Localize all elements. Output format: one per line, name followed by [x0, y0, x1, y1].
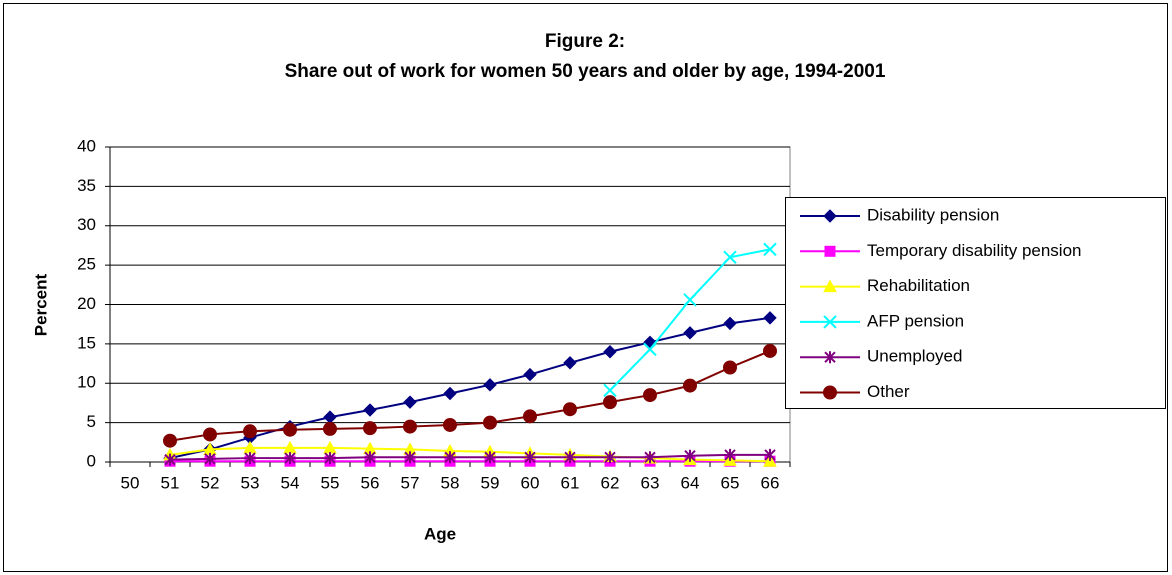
data-point [604, 451, 616, 464]
data-point [363, 421, 377, 436]
legend-marker [823, 385, 837, 400]
legend-marker [824, 245, 836, 257]
data-point [643, 388, 657, 403]
data-point [763, 343, 777, 358]
data-point [364, 451, 376, 464]
legend-label: Unemployed [867, 347, 962, 366]
data-point [723, 316, 737, 331]
data-point [683, 326, 697, 340]
data-point [404, 451, 416, 464]
data-point [483, 378, 497, 392]
data-point [283, 422, 297, 437]
legend-label: Disability pension [867, 205, 999, 224]
x-tick-label: 66 [761, 473, 780, 492]
legend-label: AFP pension [867, 311, 964, 330]
x-tick-label: 50 [121, 473, 140, 492]
data-point [363, 403, 377, 417]
data-point [443, 417, 457, 432]
x-tick-label: 63 [641, 473, 660, 492]
data-point [563, 356, 577, 370]
legend-marker [823, 315, 837, 329]
data-point [564, 451, 576, 464]
data-point [284, 452, 296, 465]
x-tick-label: 51 [161, 473, 180, 492]
data-point [724, 448, 736, 461]
y-tick-label: 0 [87, 451, 96, 470]
legend-box [785, 197, 1166, 409]
x-tick-label: 58 [441, 473, 460, 492]
legend-label: Temporary disability pension [867, 241, 1082, 260]
data-point [763, 311, 777, 325]
data-point [563, 402, 577, 417]
data-point [163, 433, 177, 448]
data-point [484, 451, 496, 464]
y-tick-label: 15 [77, 333, 96, 352]
data-point [323, 421, 337, 436]
data-point [403, 419, 417, 434]
x-tick-label: 62 [601, 473, 620, 492]
x-tick-label: 59 [481, 473, 500, 492]
data-point [603, 345, 617, 359]
legend-label: Rehabilitation [867, 276, 970, 295]
chart-title: Figure 2: [545, 31, 625, 52]
data-point [244, 452, 256, 465]
y-tick-label: 5 [87, 412, 96, 431]
x-axis-title: Age [424, 524, 456, 543]
data-point [603, 383, 617, 398]
data-point [403, 395, 417, 409]
data-point [683, 293, 697, 307]
data-point [683, 378, 697, 393]
legend-marker [823, 279, 837, 293]
data-point [644, 451, 656, 464]
x-tick-label: 54 [281, 473, 300, 492]
data-point [204, 452, 216, 465]
y-tick-label: 25 [77, 255, 96, 274]
x-tick-label: 55 [321, 473, 340, 492]
legend-marker [824, 351, 836, 364]
data-point [443, 386, 457, 401]
series-line [169, 350, 771, 442]
y-tick-label: 40 [77, 136, 96, 155]
x-tick-label: 61 [561, 473, 580, 492]
data-point [243, 424, 257, 439]
data-point [723, 360, 737, 375]
data-point [723, 250, 737, 264]
data-point [444, 451, 456, 464]
y-tick-label: 20 [77, 294, 96, 313]
data-point [524, 451, 536, 464]
y-tick-label: 30 [77, 215, 96, 234]
series-line [169, 453, 770, 461]
y-tick-label: 10 [77, 373, 96, 392]
x-tick-label: 64 [681, 473, 700, 492]
x-tick-label: 57 [401, 473, 420, 492]
data-point [324, 452, 336, 465]
legend-label: Other [867, 382, 910, 401]
x-tick-label: 53 [241, 473, 260, 492]
x-tick-label: 56 [361, 473, 380, 492]
data-point [764, 448, 776, 461]
chart-subtitle: Share out of work for women 50 years and… [285, 61, 886, 82]
y-axis-title: Percent [31, 273, 50, 336]
data-point [763, 242, 777, 257]
data-point [684, 449, 696, 462]
x-tick-label: 65 [721, 473, 740, 492]
data-point [523, 367, 537, 382]
x-tick-label: 52 [201, 473, 220, 492]
y-tick-label: 35 [77, 176, 96, 195]
data-point [603, 395, 617, 410]
data-point [203, 427, 217, 442]
legend-marker [823, 209, 837, 223]
data-point [164, 453, 176, 466]
data-point [523, 409, 537, 424]
x-tick-label: 60 [521, 473, 540, 492]
data-point [643, 342, 657, 357]
series-line [169, 316, 771, 460]
data-point [483, 415, 497, 430]
series-line [169, 446, 771, 463]
